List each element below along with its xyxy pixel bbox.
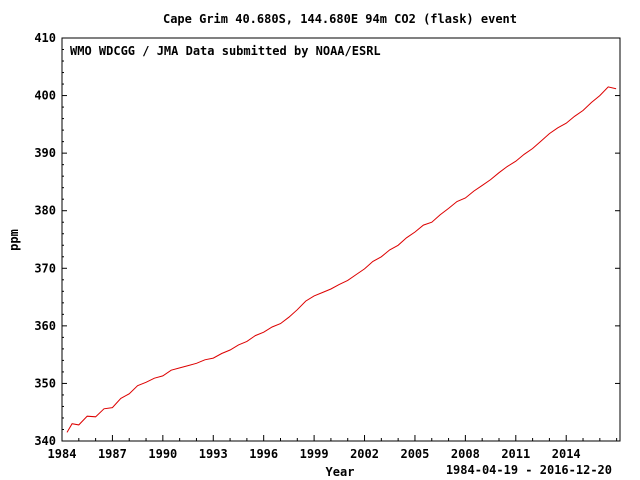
x-tick-label: 1990 (148, 447, 177, 461)
y-tick-label: 360 (34, 319, 56, 333)
x-tick-label: 2008 (451, 447, 480, 461)
date-range-label: 1984-04-19 - 2016-12-20 (446, 463, 612, 477)
x-tick-label: 1993 (199, 447, 228, 461)
co2-series-line (66, 86, 617, 433)
y-tick-label: 380 (34, 204, 56, 218)
y-axis-label: ppm (7, 229, 21, 251)
y-tick-label: 370 (34, 261, 56, 275)
y-tick-label: 390 (34, 146, 56, 160)
x-tick-label: 1999 (300, 447, 329, 461)
plot-area (66, 86, 617, 433)
y-tick-label: 350 (34, 376, 56, 390)
x-tick-label: 1984 (48, 447, 77, 461)
chart-title: Cape Grim 40.680S, 144.680E 94m CO2 (fla… (163, 12, 517, 26)
x-axis: 1984 1987 1990 1993 1996 1999 2002 2005 2008 2011… (48, 435, 618, 461)
data-source-annotation: WMO WDCGG / JMA Data submitted by NOAA/E… (70, 44, 381, 58)
y-axis: 340 350 360 370 380 390 400 410 (34, 31, 620, 448)
x-tick-label: 2011 (501, 447, 530, 461)
x-tick-label: 2005 (400, 447, 429, 461)
x-axis-label: Year (326, 465, 355, 479)
x-tick-label: 1987 (98, 447, 127, 461)
y-tick-label: 340 (34, 434, 56, 448)
x-tick-label: 1996 (249, 447, 278, 461)
y-tick-label: 410 (34, 31, 56, 45)
plot-frame (61, 37, 621, 442)
y-tick-label: 400 (34, 89, 56, 103)
x-tick-label: 2014 (552, 447, 581, 461)
x-tick-label: 2002 (350, 447, 379, 461)
